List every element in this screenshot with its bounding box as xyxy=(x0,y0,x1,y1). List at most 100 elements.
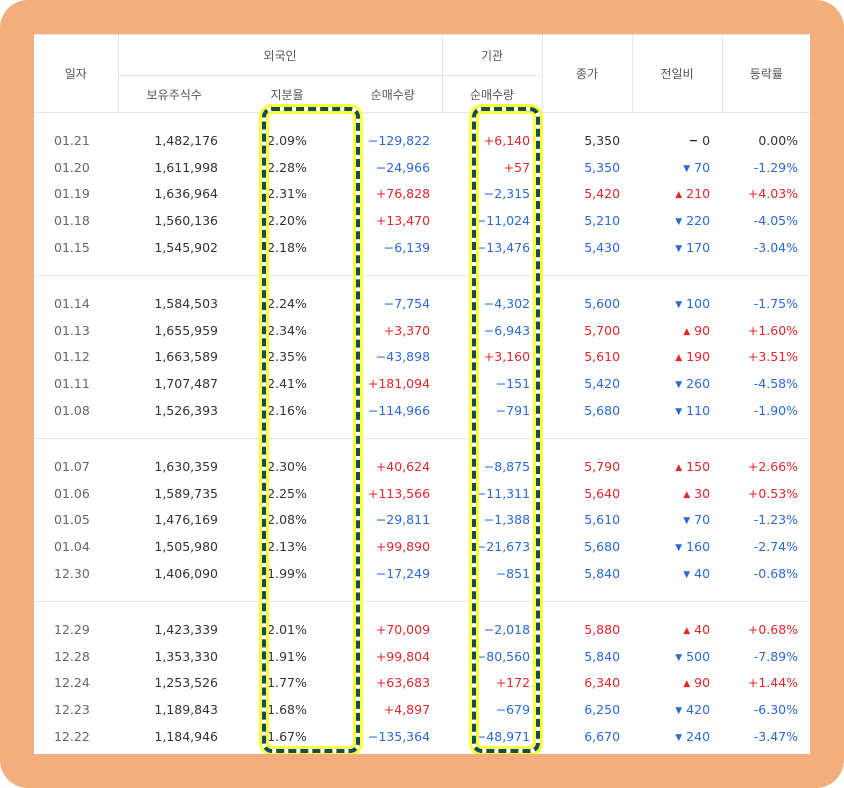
table-row: 12.24 1,253,526 1.77% +63,683 +172 6,340 ▲ 90 +1… xyxy=(34,670,810,697)
down-triangle-icon: ▼ xyxy=(675,543,683,554)
cell-foreign-net: +70,009 xyxy=(375,621,431,637)
cell-inst-net: −13,476 xyxy=(475,240,531,256)
col-foreign: 외국인 xyxy=(117,34,443,76)
down-triangle-icon: ▼ xyxy=(683,516,691,527)
cell-close: 5,680 xyxy=(584,539,621,555)
cell-holdings: 1,560,136 xyxy=(154,213,218,229)
cell-change: ▼ 500 xyxy=(632,643,722,670)
cell-inst-net: −679 xyxy=(495,702,531,718)
cell-share: 2.24% xyxy=(267,295,307,311)
col-change: 전일비 xyxy=(631,34,723,113)
cell-share: 2.20% xyxy=(267,213,307,229)
table-body: 01.21 1,482,176 2.09% −129,822 +6,140 5,350−0… xyxy=(34,113,810,755)
cell-rate: -6.30% xyxy=(753,702,799,718)
cell-foreign-net: +181,094 xyxy=(367,376,431,392)
down-triangle-icon: ▼ xyxy=(675,380,683,391)
cell-share: 2.09% xyxy=(267,132,307,148)
cell-date: 01.21 xyxy=(54,132,90,148)
cell-date: 12.28 xyxy=(54,648,90,664)
cell-change: ▼ 70 xyxy=(632,154,722,181)
change-value: 190 xyxy=(686,349,711,365)
cell-foreign-net: −7,754 xyxy=(383,295,431,311)
down-triangle-icon: ▼ xyxy=(675,733,683,744)
cell-foreign-net: +76,828 xyxy=(375,186,431,202)
cell-holdings: 1,505,980 xyxy=(154,539,218,555)
table-row: 12.22 1,184,946 1.67% −135,364 −48,971 6,670 ▼… xyxy=(34,723,810,750)
cell-foreign-net: +40,624 xyxy=(375,458,431,474)
cell-holdings: 1,353,330 xyxy=(154,648,218,664)
change-value: 40 xyxy=(694,566,711,582)
cell-close: 5,610 xyxy=(584,349,621,365)
cell-rate: -1.23% xyxy=(753,512,799,528)
cell-close: 5,350 xyxy=(584,132,621,148)
table-row: 12.28 1,353,330 1.91% +99,804 −80,560 5,840 ▼ 5… xyxy=(34,643,810,670)
cell-date: 12.29 xyxy=(54,621,90,637)
change-value: 100 xyxy=(686,295,711,311)
cell-inst-net: −48,971 xyxy=(475,729,531,745)
up-triangle-icon: ▲ xyxy=(675,190,683,201)
col-date: 일자 xyxy=(34,34,118,113)
cell-close: 5,840 xyxy=(584,648,621,664)
cell-foreign-net: −6,139 xyxy=(383,240,431,256)
cell-share: 1.67% xyxy=(267,729,307,745)
cell-date: 01.18 xyxy=(54,213,90,229)
cell-foreign-net: −43,898 xyxy=(375,349,431,365)
cell-change: ▼ 70 xyxy=(632,507,722,534)
cell-share: 2.08% xyxy=(267,512,307,528)
cell-holdings: 1,630,359 xyxy=(154,458,218,474)
cell-change: ▼ 240 xyxy=(632,723,722,750)
cell-share: 2.28% xyxy=(267,159,307,175)
cell-share: 2.16% xyxy=(267,403,307,419)
cell-share: 2.30% xyxy=(267,458,307,474)
col-close: 종가 xyxy=(541,34,633,113)
down-triangle-icon: ▼ xyxy=(675,407,683,418)
cell-holdings: 1,406,090 xyxy=(154,566,218,582)
cell-close: 5,840 xyxy=(584,566,621,582)
cell-date: 12.24 xyxy=(54,675,90,691)
down-triangle-icon: ▼ xyxy=(675,706,683,717)
change-value: 70 xyxy=(694,159,711,175)
cell-holdings: 1,584,503 xyxy=(154,295,218,311)
col-inst-net: 순매수량 xyxy=(441,75,543,113)
cell-close: 6,340 xyxy=(584,675,621,691)
cell-inst-net: −1,388 xyxy=(483,512,531,528)
cell-inst-net: +3,160 xyxy=(483,349,531,365)
change-value: 30 xyxy=(694,485,711,501)
change-value: 40 xyxy=(694,621,711,637)
up-triangle-icon: ▲ xyxy=(683,326,691,337)
down-triangle-icon: ▼ xyxy=(683,163,691,174)
cell-inst-net: −151 xyxy=(495,376,531,392)
col-foreign-net: 순매수량 xyxy=(344,75,443,113)
cell-rate: -0.68% xyxy=(753,566,799,582)
cell-holdings: 1,663,589 xyxy=(154,349,218,365)
cell-holdings: 1,423,339 xyxy=(154,621,218,637)
cell-share: 2.18% xyxy=(267,240,307,256)
table-row: 01.08 1,526,393 2.16% −114,966 −791 5,680 ▼ 110… xyxy=(34,397,810,424)
cell-share: 2.01% xyxy=(267,621,307,637)
cell-change: ▲ 90 xyxy=(632,670,722,697)
cell-share: 2.35% xyxy=(267,349,307,365)
up-triangle-icon: ▲ xyxy=(683,489,691,500)
cell-foreign-net: −114,966 xyxy=(367,403,431,419)
cell-date: 01.06 xyxy=(54,485,90,501)
cell-foreign-net: +63,683 xyxy=(375,675,431,691)
cell-inst-net: +172 xyxy=(495,675,531,691)
cell-inst-net: −791 xyxy=(495,403,531,419)
cell-rate: +4.03% xyxy=(747,186,799,202)
cell-inst-net: −8,875 xyxy=(483,458,531,474)
cell-date: 01.07 xyxy=(54,458,90,474)
up-triangle-icon: ▲ xyxy=(683,625,691,636)
cell-change: ▼ 260 xyxy=(632,370,722,397)
cell-close: 5,680 xyxy=(584,403,621,419)
cell-date: 01.05 xyxy=(54,512,90,528)
change-value: 70 xyxy=(694,512,711,528)
cell-date: 01.15 xyxy=(54,240,90,256)
flat-dash-icon: − xyxy=(688,133,699,147)
table-row: 01.06 1,589,735 2.25% +113,566 −11,311 5,640 ▲… xyxy=(34,480,810,507)
up-triangle-icon: ▲ xyxy=(675,353,683,364)
cell-date: 01.12 xyxy=(54,349,90,365)
cell-date: 01.13 xyxy=(54,322,90,338)
cell-change: ▲ 40 xyxy=(632,616,722,643)
cell-share: 2.25% xyxy=(267,485,307,501)
down-triangle-icon: ▼ xyxy=(675,217,683,228)
